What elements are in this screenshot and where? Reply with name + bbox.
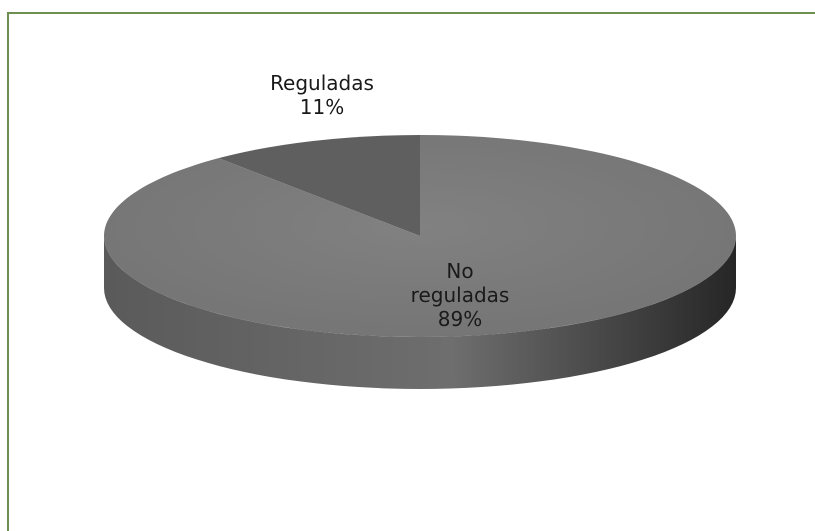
pie-side-wall-face	[104, 236, 736, 389]
label-no-reguladas-percent: 89%	[438, 307, 482, 331]
label-no-reguladas-line2: reguladas	[411, 283, 510, 307]
label-reguladas-percent: 11%	[300, 95, 344, 119]
chart-frame: Reguladas 11% No reguladas 89%	[7, 12, 815, 531]
pie-top	[104, 135, 737, 337]
pie-slice-reguladas	[218, 135, 420, 236]
label-reguladas-name: Reguladas	[270, 71, 374, 95]
pie-slice-no-reguladas	[104, 135, 737, 337]
label-no-reguladas-line1: No	[446, 259, 473, 283]
pie-side-wall	[104, 236, 736, 389]
